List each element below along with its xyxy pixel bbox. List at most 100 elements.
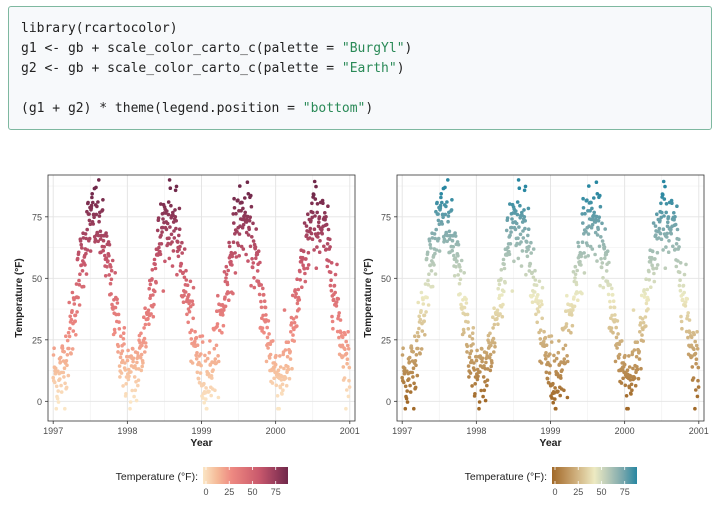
scatter-point	[265, 335, 270, 340]
scatter-point	[669, 227, 673, 232]
scatter-point	[170, 264, 175, 268]
scatter-point	[411, 375, 415, 379]
scatter-point	[493, 344, 497, 349]
scatter-point	[302, 266, 307, 271]
scatter-point	[677, 237, 681, 242]
scatter-point	[414, 353, 419, 357]
scatter-point	[87, 218, 92, 223]
scatter-point	[156, 216, 161, 220]
scatter-point	[113, 305, 118, 310]
scatter-point	[193, 329, 197, 334]
scatter-point	[655, 263, 660, 267]
scatter-point	[153, 289, 157, 294]
scatter-point	[340, 335, 345, 340]
scatter-point	[62, 350, 66, 354]
scatter-point	[517, 225, 521, 229]
scatter-point	[416, 346, 420, 351]
scatter-point	[692, 332, 696, 337]
scatter-points	[51, 178, 352, 411]
scatter-point	[403, 384, 408, 389]
scatter-point	[453, 256, 458, 261]
scatter-point	[433, 272, 438, 276]
scatter-point	[597, 244, 602, 249]
scatter-point	[533, 268, 537, 273]
x-axis-title: Year	[539, 437, 561, 449]
scatter-point	[601, 276, 605, 280]
scatter-point	[303, 279, 308, 284]
scatter-point	[298, 269, 302, 274]
scatter-point	[478, 370, 482, 374]
scatter-point	[230, 254, 234, 259]
scatter-point	[224, 264, 229, 269]
scatter-point	[160, 225, 165, 230]
scatter-point	[637, 357, 642, 361]
scatter-point	[617, 352, 622, 357]
scatter-point	[112, 327, 117, 332]
scatter-point	[65, 363, 69, 368]
scatter-point	[551, 381, 555, 386]
scatter-point	[446, 178, 450, 182]
scatter-point	[502, 262, 506, 267]
scatter-point	[153, 262, 157, 267]
scatter-point	[683, 300, 688, 304]
scatter-point	[122, 326, 127, 330]
scatter-point	[96, 200, 100, 204]
scatter-point	[627, 365, 632, 369]
scatter-point	[438, 203, 443, 208]
scatter-point	[291, 333, 295, 337]
scatter-point	[66, 373, 71, 378]
scatter-point	[186, 307, 191, 311]
scatter-point	[580, 240, 585, 244]
scatter-point	[526, 233, 530, 238]
scatter-point	[109, 277, 114, 282]
scatter-point	[106, 240, 111, 244]
scatter-points	[400, 178, 701, 411]
scatter-point	[554, 356, 559, 361]
scatter-point	[666, 250, 671, 254]
scatter-point	[90, 195, 94, 200]
scatter-point	[113, 271, 117, 275]
scatter-point	[250, 235, 254, 239]
scatter-point	[317, 250, 322, 254]
scatter-point	[262, 299, 267, 304]
scatter-point	[159, 242, 164, 246]
scatter-point	[347, 365, 352, 370]
scatter-point	[250, 257, 254, 261]
scatter-point	[635, 340, 640, 345]
scatter-point	[306, 250, 311, 255]
scatter-point	[432, 232, 437, 236]
scatter-point	[344, 406, 348, 411]
scatter-point	[54, 384, 59, 389]
scatter-point	[601, 285, 606, 290]
y-tick-label: 50	[381, 274, 391, 284]
scatter-point	[136, 383, 140, 388]
scatter-point	[254, 227, 258, 231]
scatter-point	[95, 204, 99, 209]
scatter-point	[174, 184, 179, 189]
scatter-point	[196, 376, 201, 381]
scatter-point	[199, 363, 203, 368]
scatter-point	[109, 265, 113, 269]
scatter-point	[63, 381, 67, 386]
scatter-point	[195, 351, 199, 355]
scatter-point	[267, 332, 271, 336]
scatter-point	[67, 334, 72, 339]
x-axis-title: Year	[190, 437, 212, 449]
scatter-point	[241, 222, 246, 227]
scatter-point	[437, 222, 442, 226]
scatter-point	[317, 215, 322, 219]
scatter-point	[657, 226, 662, 231]
scatter-point	[675, 227, 680, 232]
scatter-point	[187, 293, 191, 297]
scatter-point	[526, 227, 531, 231]
scatter-point	[67, 300, 71, 305]
scatter-point	[458, 268, 463, 273]
scatter-point	[538, 337, 543, 341]
scatter-point	[132, 394, 136, 399]
scatter-point	[585, 243, 590, 248]
scatter-point	[589, 200, 593, 205]
scatter-point	[310, 237, 315, 241]
scatter-point	[645, 287, 650, 292]
scatter-point	[623, 383, 628, 388]
scatter-point	[316, 235, 320, 239]
